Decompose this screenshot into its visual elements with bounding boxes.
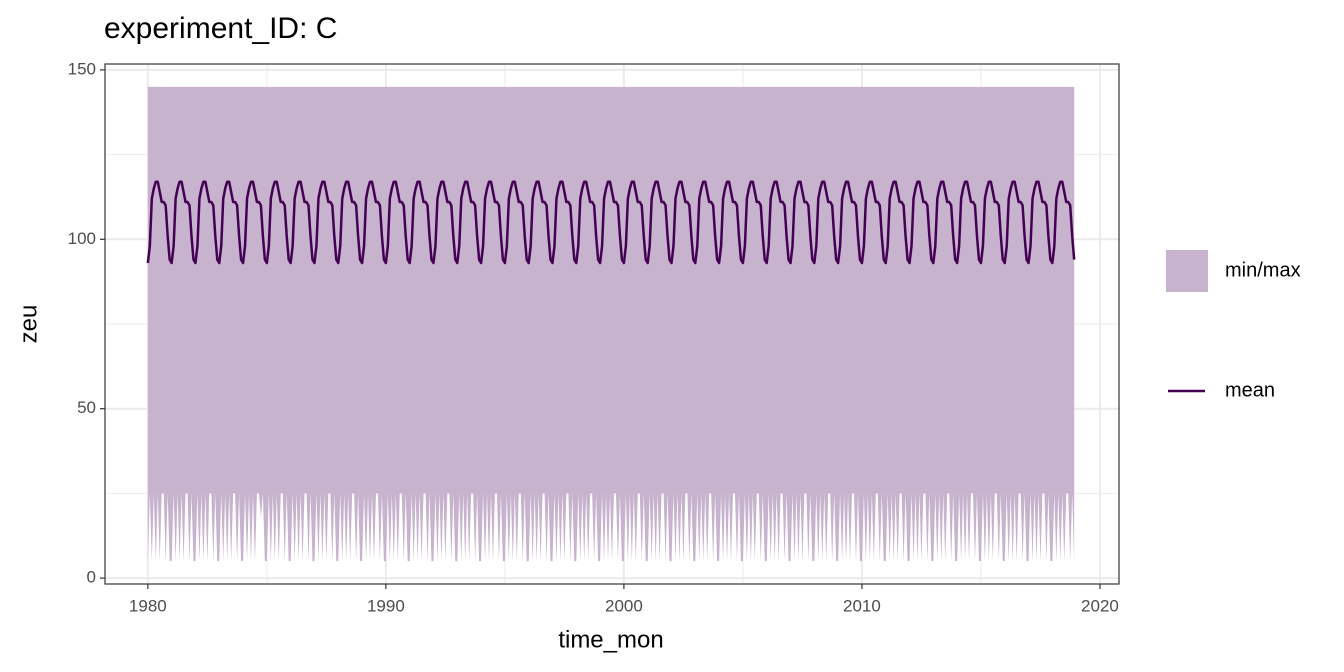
y-tick-label: 100 xyxy=(68,229,96,248)
legend-label: min/max xyxy=(1225,259,1301,281)
chart-title: experiment_ID: C xyxy=(104,12,337,45)
line xyxy=(146,180,1076,265)
x-tick-label: 2020 xyxy=(1081,596,1119,615)
y-tick-label: 0 xyxy=(87,568,96,587)
x-tick-label: 1990 xyxy=(367,596,405,615)
y-tick-label: 150 xyxy=(68,59,96,78)
x-tick-label: 2010 xyxy=(843,596,881,615)
x-tick-label: 2000 xyxy=(605,596,643,615)
x-axis-label: time_mon xyxy=(558,626,663,653)
y-tick-label: 50 xyxy=(77,398,96,417)
ribbon xyxy=(147,86,1075,562)
legend-label: mean xyxy=(1225,379,1275,401)
y-axis-label: zeu xyxy=(15,305,42,344)
panel-border xyxy=(104,63,1120,585)
x-tick-label: 1980 xyxy=(129,596,167,615)
legend-swatch xyxy=(1166,250,1208,292)
